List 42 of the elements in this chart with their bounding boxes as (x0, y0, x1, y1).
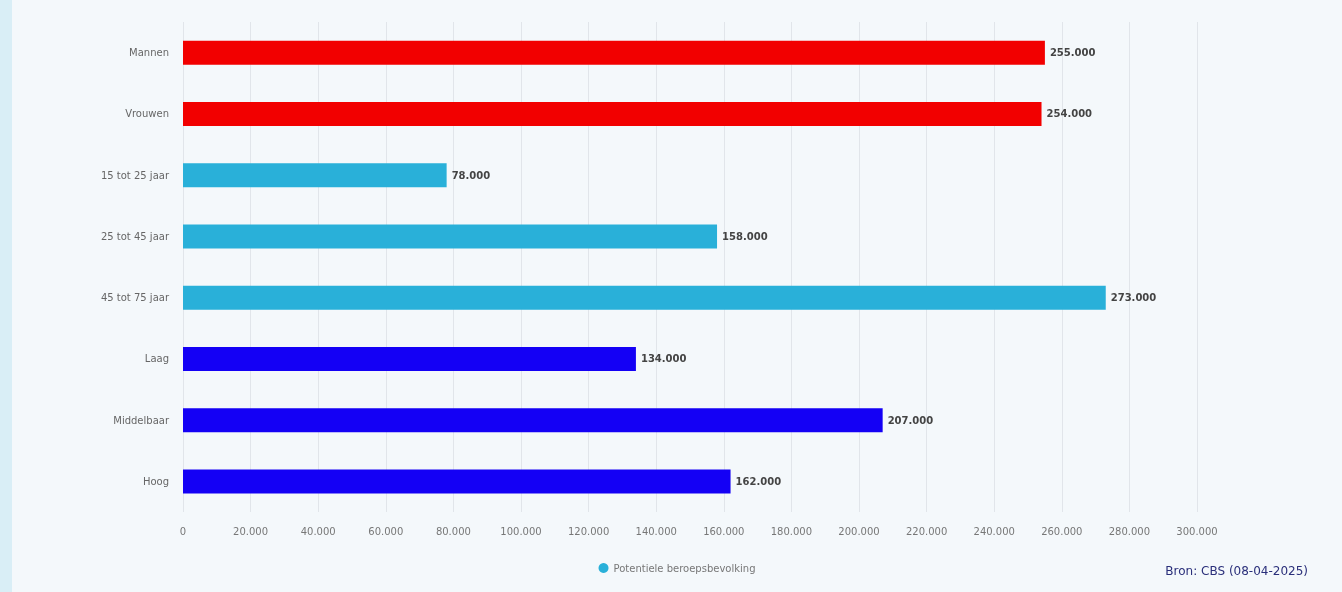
data-label: 255.000 (1049, 47, 1096, 59)
x-tick-label: 40.000 (300, 525, 336, 537)
x-tick-label: 160.000 (703, 525, 745, 537)
x-tick-label: 100.000 (500, 525, 542, 537)
y-tick-label: Hoog (142, 475, 169, 487)
data-label: 158.000 (722, 230, 768, 242)
x-tick-label: 60.000 (368, 525, 404, 537)
x-tick-label: 20.000 (233, 525, 269, 537)
y-tick-label: Mannen (129, 47, 169, 59)
bar (183, 40, 1045, 65)
bar (183, 408, 883, 433)
data-label: 273.000 (1110, 292, 1157, 304)
y-tick-label: Middelbaar (113, 414, 170, 426)
data-label: 254.000 (1046, 108, 1093, 120)
x-tick-label: 120.000 (567, 525, 610, 537)
legend-label: Potentiele beroepsbevolking (613, 562, 756, 574)
data-label: 207.000 (887, 414, 934, 426)
bar (183, 163, 447, 188)
bar (183, 469, 731, 494)
x-tick-label: 300.000 (1176, 525, 1218, 537)
y-tick-label: 25 tot 45 jaar (100, 230, 170, 242)
bar (183, 101, 1042, 126)
bar (183, 224, 718, 249)
x-tick-label: 180.000 (770, 525, 813, 537)
y-tick-label: Laag (144, 353, 169, 365)
text: Bron: CBS (08-04-2025) (1165, 564, 1308, 578)
x-tick-label: 80.000 (435, 525, 471, 537)
bar (183, 346, 636, 371)
data-label: 134.000 (640, 353, 687, 365)
x-tick-label: 220.000 (905, 525, 948, 537)
x-tick-label: 280.000 (1108, 525, 1151, 537)
y-tick-label: 45 tot 75 jaar (100, 292, 170, 304)
x-tick-label: 260.000 (1041, 525, 1083, 537)
x-tick-label: 240.000 (973, 525, 1015, 537)
x-tick-label: 0 (179, 525, 187, 537)
x-tick-label: 140.000 (635, 525, 677, 537)
y-tick-label: Vrouwen (125, 108, 169, 120)
bar (183, 285, 1106, 310)
data-label: 78.000 (451, 169, 491, 181)
data-label: 162.000 (735, 475, 782, 487)
x-tick-label: 200.000 (838, 525, 880, 537)
y-tick-label: 15 tot 25 jaar (100, 169, 170, 181)
